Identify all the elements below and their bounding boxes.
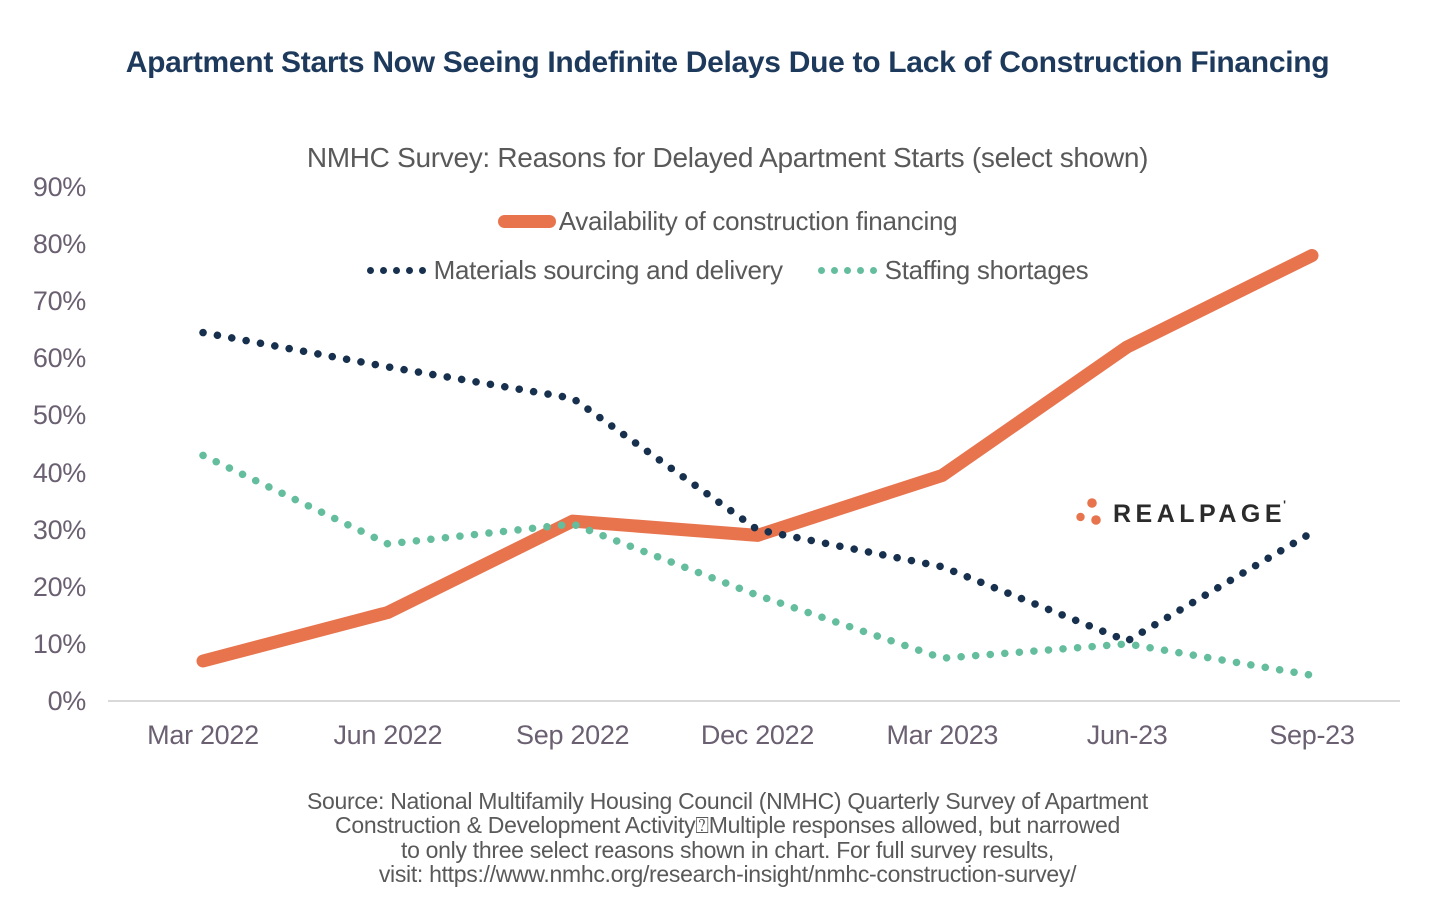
realpage-logo-text: REALPAGE xyxy=(1113,499,1287,528)
y-tick-label: 10% xyxy=(32,628,86,659)
x-axis-label: Jun-23 xyxy=(1086,720,1168,750)
legend-label-staffing: Staffing shortages xyxy=(884,255,1089,285)
y-tick-label: 80% xyxy=(32,229,86,260)
x-axis-label: Jun 2022 xyxy=(333,720,443,750)
financing-line-swatch xyxy=(497,215,556,228)
y-tick-label: 20% xyxy=(32,571,86,602)
x-axis-label: Dec 2022 xyxy=(700,720,815,750)
y-tick-label: 30% xyxy=(32,514,86,545)
y-tick-label: 90% xyxy=(32,172,86,202)
staffing-line-swatch xyxy=(817,267,877,274)
realpage-logo: REALPAGE ' xyxy=(1076,497,1289,531)
materials-line-swatch xyxy=(366,267,426,274)
page-title: Apartment Starts Now Seeing Indefinite D… xyxy=(125,46,1330,79)
legend-label-materials: Materials sourcing and delivery xyxy=(433,255,783,285)
source-line: Construction & Development Activity⍰Mult… xyxy=(335,812,1120,839)
source-line: to only three select reasons shown in ch… xyxy=(401,836,1054,863)
legend-row-1: Availability of construction financing xyxy=(0,204,1455,237)
x-axis-label: Mar 2023 xyxy=(886,720,999,750)
source-note: Source: National Multifamily Housing Cou… xyxy=(0,789,1455,887)
x-axis-label: Mar 2022 xyxy=(147,720,259,750)
legend-row-2: Materials sourcing and delivery Staffing… xyxy=(0,250,1455,286)
source-line: Source: National Multifamily Housing Cou… xyxy=(306,788,1149,814)
materials-line xyxy=(199,328,1316,645)
x-axis-label: Sep 2022 xyxy=(516,720,630,750)
realpage-logo-dots-icon xyxy=(1076,498,1101,525)
y-tick-label: 0% xyxy=(47,686,87,716)
y-tick-label: 40% xyxy=(32,457,86,488)
legend-label-financing: Availability of construction financing xyxy=(558,206,958,236)
realpage-trademark-mark: ' xyxy=(1283,498,1286,512)
legend-item-materials: Materials sourcing and delivery xyxy=(366,255,783,286)
staffing-line xyxy=(199,451,1316,680)
source-line: visit: https://www.nmhc.org/research-ins… xyxy=(378,861,1077,888)
y-tick-label: 60% xyxy=(32,343,86,374)
financing-line xyxy=(196,249,1319,668)
legend-item-staffing: Staffing shortages xyxy=(817,255,1089,286)
x-axis-label: Sep-23 xyxy=(1269,720,1355,750)
y-tick-label: 70% xyxy=(32,286,86,317)
y-tick-label: 50% xyxy=(32,400,86,431)
legend-item-financing: Availability of construction financing xyxy=(497,206,958,237)
chart-title: NMHC Survey: Reasons for Delayed Apartme… xyxy=(306,142,1149,173)
